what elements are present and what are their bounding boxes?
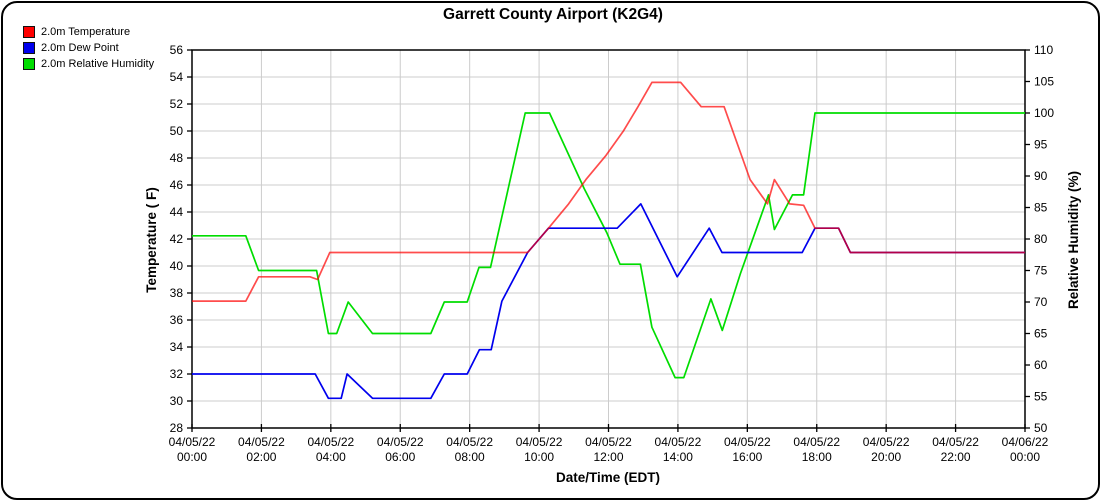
date-tick-label: 04/05/22: [932, 435, 979, 449]
temp-tick-label: 38: [170, 286, 184, 300]
humidity-tick-label: 110: [1034, 43, 1053, 57]
legend-item-relative-humidity: 2.0m Relative Humidity: [23, 57, 154, 71]
time-tick-label: 00:00: [177, 450, 207, 464]
legend: 2.0m Temperature 2.0m Dew Point 2.0m Rel…: [23, 25, 154, 71]
axis-tick-labels: 28 30 32 34 36 38 40 42 44 46 48 50 52 54 56 50 55 60 65 70…: [169, 43, 1055, 464]
plot-frame: [191, 49, 1026, 429]
date-tick-label: 04/05/22: [307, 435, 354, 449]
dew-point-line: [192, 203, 1025, 400]
time-tick-label: 08:00: [455, 450, 485, 464]
legend-label-relative-humidity: 2.0m Relative Humidity: [41, 58, 155, 70]
left-axis-label: Temperature ( F): [144, 187, 159, 293]
date-tick-label: 04/05/22: [585, 435, 632, 449]
right-axis-label: Relative Humidity (%): [1066, 171, 1081, 309]
humidity-tick-label: 75: [1034, 264, 1048, 278]
legend-item-dew-point: 2.0m Dew Point: [23, 41, 154, 55]
data-series: [192, 81, 1025, 400]
date-tick-label: 04/05/22: [377, 435, 424, 449]
legend-swatch-dew-point-icon: [23, 42, 35, 54]
time-tick-label: 22:00: [941, 450, 971, 464]
temp-tick-label: 34: [170, 340, 184, 354]
humidity-tick-label: 80: [1034, 232, 1048, 246]
temp-tick-label: 32: [170, 367, 184, 381]
chart-title: Garrett County Airport (K2G4): [443, 6, 663, 23]
temp-tick-label: 54: [170, 70, 184, 84]
time-tick-label: 12:00: [593, 450, 623, 464]
humidity-tick-label: 55: [1034, 390, 1048, 404]
date-tick-label: 04/05/22: [655, 435, 702, 449]
humidity-tick-label: 105: [1034, 75, 1054, 89]
temp-tick-label: 50: [170, 124, 184, 138]
time-tick-label: 14:00: [663, 450, 693, 464]
legend-item-temperature: 2.0m Temperature: [23, 25, 154, 39]
temp-tick-label: 40: [170, 259, 184, 273]
time-tick-label: 06:00: [385, 450, 415, 464]
temp-tick-label: 30: [170, 394, 184, 408]
x-axis-label: Date/Time (EDT): [556, 470, 660, 485]
time-tick-label: 10:00: [524, 450, 554, 464]
legend-swatch-relative-humidity-icon: [23, 58, 35, 70]
date-tick-label: 04/06/22: [1002, 435, 1049, 449]
relative-humidity-line: [192, 112, 1025, 379]
temp-tick-label: 48: [170, 151, 184, 165]
humidity-tick-label: 90: [1034, 169, 1048, 183]
date-tick-label: 04/05/22: [516, 435, 563, 449]
legend-swatch-temperature-icon: [23, 26, 35, 38]
temp-tick-label: 44: [170, 205, 184, 219]
legend-label-dew-point: 2.0m Dew Point: [41, 42, 119, 54]
date-tick-label: 04/05/22: [169, 435, 216, 449]
humidity-tick-label: 60: [1034, 358, 1048, 372]
axis-ticks: [187, 49, 1030, 432]
temp-tick-label: 46: [170, 178, 184, 192]
humidity-tick-label: 65: [1034, 327, 1048, 341]
time-tick-label: 02:00: [246, 450, 276, 464]
gridlines: [191, 49, 1026, 429]
date-tick-label: 04/05/22: [238, 435, 285, 449]
humidity-tick-label: 95: [1034, 138, 1048, 152]
humidity-tick-label: 70: [1034, 295, 1048, 309]
time-tick-label: 18:00: [802, 450, 832, 464]
humidity-tick-label: 50: [1034, 421, 1048, 435]
temp-tick-label: 56: [170, 43, 184, 57]
temperature-line: [192, 81, 1025, 302]
humidity-tick-label: 85: [1034, 201, 1048, 215]
legend-label-temperature: 2.0m Temperature: [41, 26, 131, 38]
temp-tick-label: 36: [170, 313, 184, 327]
temp-tick-label: 52: [170, 97, 184, 111]
time-tick-label: 16:00: [732, 450, 762, 464]
time-tick-label: 20:00: [871, 450, 901, 464]
humidity-tick-label: 100: [1034, 106, 1054, 120]
time-tick-label: 04:00: [316, 450, 346, 464]
temp-tick-label: 42: [170, 232, 184, 246]
date-tick-label: 04/05/22: [724, 435, 771, 449]
temp-tick-label: 28: [170, 421, 184, 435]
date-tick-label: 04/05/22: [446, 435, 493, 449]
time-tick-label: 00:00: [1010, 450, 1040, 464]
date-tick-label: 04/05/22: [793, 435, 840, 449]
date-tick-label: 04/05/22: [863, 435, 910, 449]
